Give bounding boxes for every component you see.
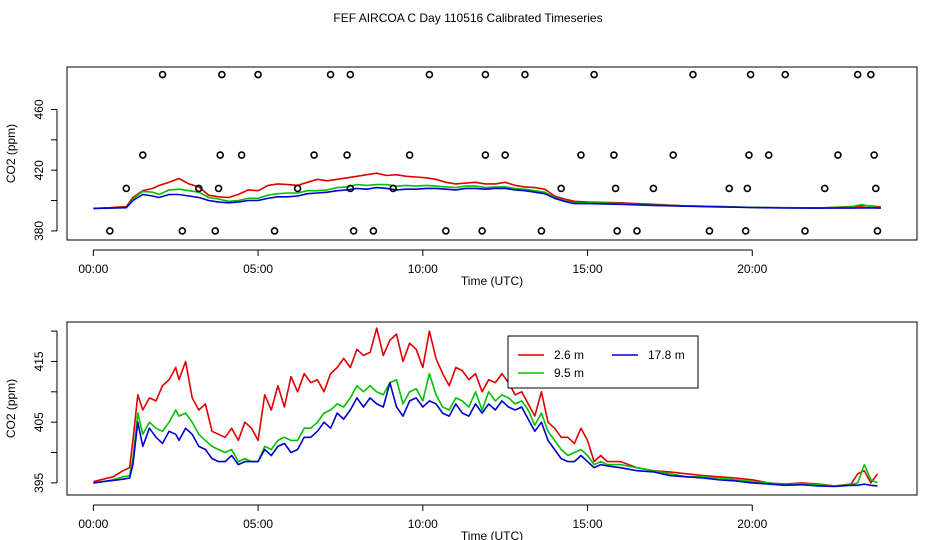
data-point <box>218 70 226 79</box>
x-tick-label: 00:00 <box>78 517 108 531</box>
data-point <box>122 184 131 193</box>
data-point <box>801 227 809 235</box>
panel-top: 00:00 05:00 10:00 15:00 20:00 Time (UTC) 380 42… <box>4 66 918 288</box>
data-point <box>501 151 509 159</box>
x-tick-label: 15:00 <box>573 517 603 531</box>
data-point <box>346 70 355 79</box>
series-line-9-5-m <box>93 372 878 487</box>
data-point <box>442 227 450 235</box>
data-point <box>613 227 621 235</box>
data-point <box>389 184 397 193</box>
y-axis-label: CO2 (ppm) <box>4 124 18 183</box>
x-tick-label: 20:00 <box>737 262 767 276</box>
data-point <box>705 227 714 235</box>
data-point <box>270 227 279 235</box>
data-point <box>194 184 203 193</box>
data-point <box>326 70 335 79</box>
series-line-2-6-m <box>93 327 879 487</box>
x-tick-label: 15:00 <box>573 262 603 276</box>
x-axis-label: Time (UTC) <box>461 529 523 540</box>
data-point <box>867 70 875 79</box>
series-line-17-8-m <box>93 381 878 488</box>
data-point <box>214 184 223 193</box>
data-point <box>343 151 351 159</box>
data-point <box>481 70 490 79</box>
data-point <box>689 70 697 79</box>
y-tick-label: 380 <box>32 221 46 241</box>
data-point <box>310 151 318 159</box>
x-tick-label: 05:00 <box>243 262 273 276</box>
plot-frame <box>66 66 918 241</box>
y-tick-label: 460 <box>32 99 46 119</box>
data-point <box>178 227 187 235</box>
data-point <box>741 227 750 235</box>
legend-box <box>507 335 699 389</box>
data-point <box>745 151 753 159</box>
data-point <box>211 227 220 235</box>
data-point <box>853 70 862 79</box>
x-tick-label: 05:00 <box>243 517 273 531</box>
legend: 2.6 m 17.8 m 9.5 m <box>507 335 699 389</box>
y-tick-label: 420 <box>32 160 46 180</box>
figure-title: FEF AIRCOA C Day 110516 Calibrated Times… <box>333 11 602 25</box>
data-point <box>633 227 641 235</box>
y-tick-label: 415 <box>32 351 46 371</box>
data-point <box>478 227 486 235</box>
y-axis-label: CO2 (ppm) <box>4 379 18 438</box>
data-point <box>669 151 678 159</box>
data-point <box>820 184 829 193</box>
x-tick-label: 10:00 <box>408 517 438 531</box>
data-point <box>216 151 224 159</box>
data-point <box>872 184 880 193</box>
data-point <box>610 151 618 159</box>
data-point <box>425 70 434 79</box>
data-point <box>577 151 585 159</box>
data-point <box>346 184 355 193</box>
data-point <box>254 70 262 79</box>
legend-label: 2.6 m <box>554 348 584 362</box>
data-point <box>349 227 358 235</box>
series-line-2-6-m <box>93 172 881 210</box>
legend-label: 17.8 m <box>648 348 685 362</box>
data-point <box>764 151 773 159</box>
panel-bottom: 00:00 05:00 10:00 15:00 20:00 Time (UTC) 395 40… <box>4 321 918 540</box>
y-tick-label: 395 <box>32 473 46 493</box>
data-point <box>870 151 878 159</box>
x-tick-label: 10:00 <box>408 262 438 276</box>
series-line-9-5-m <box>93 183 881 210</box>
x-axis-label: Time (UTC) <box>461 274 523 288</box>
data-point <box>237 151 246 159</box>
data-point <box>649 184 658 193</box>
x-tick-label: 20:00 <box>737 517 767 531</box>
data-point <box>158 70 167 79</box>
y-tick-label: 405 <box>32 412 46 432</box>
data-point <box>781 70 790 79</box>
data-point <box>106 227 114 235</box>
plot-frame <box>66 321 918 496</box>
data-point <box>537 227 546 235</box>
data-point <box>611 184 620 193</box>
data-point <box>590 70 598 79</box>
data-point <box>138 151 147 159</box>
data-point <box>746 70 755 79</box>
data-point <box>405 151 414 159</box>
x-tick-label: 00:00 <box>78 262 108 276</box>
data-point <box>557 184 565 193</box>
data-point <box>725 184 734 193</box>
data-point <box>521 70 529 79</box>
legend-label: 9.5 m <box>554 366 584 380</box>
data-point <box>873 227 882 235</box>
data-point <box>481 151 490 159</box>
data-point <box>743 184 752 193</box>
data-point <box>834 151 842 159</box>
data-point <box>369 227 378 235</box>
data-point <box>293 184 302 193</box>
